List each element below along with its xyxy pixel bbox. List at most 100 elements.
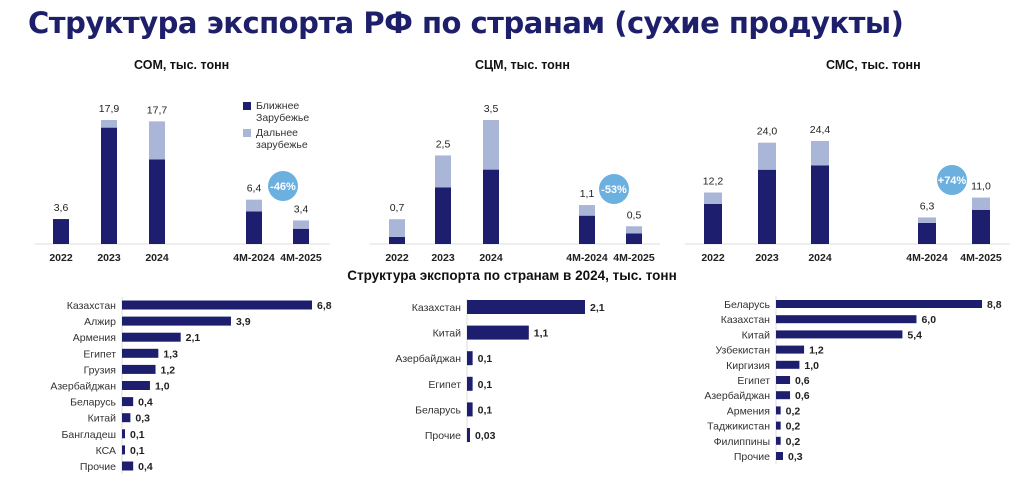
bar-near-scm-0 (389, 236, 405, 244)
bar-scm_countries-0 (467, 300, 585, 314)
bar-som_countries-5 (122, 381, 150, 390)
bar-near-som-0 (53, 219, 69, 244)
category-label-sms_countries-10: Прочие (734, 451, 770, 463)
data-label-scm-0: 0,7 (390, 202, 405, 214)
bar-scm_countries-4 (467, 402, 473, 417)
value-label-scm_countries-3: 0,1 (478, 379, 493, 391)
bar-sms_countries-6 (776, 391, 791, 400)
category-label-som_countries-1: Алжир (84, 316, 116, 328)
tick-label-som-2: 2024 (145, 252, 169, 264)
bar-scm_countries-1 (467, 325, 529, 340)
value-label-scm_countries-4: 0,1 (478, 404, 493, 416)
category-label-sms_countries-3: Узбекистан (715, 345, 770, 357)
category-label-sms_countries-2: Китай (742, 329, 771, 341)
change-badge-text-sms: +74% (938, 175, 967, 187)
bar-som_countries-7 (122, 413, 131, 423)
tick-label-scm-1: 2023 (431, 252, 455, 264)
value-label-som_countries-8: 0,1 (130, 429, 145, 441)
chart-title-som: СОМ, тыс. тонн (134, 58, 230, 72)
value-label-som_countries-1: 3,9 (236, 316, 251, 328)
bar-far-som-4 (293, 220, 309, 229)
data-label-sms-4: 11,0 (971, 181, 991, 193)
value-label-som_countries-9: 0,1 (130, 445, 145, 457)
bar-far-scm-4 (626, 226, 642, 234)
legend-item-near: Ближнее Зарубежье (243, 100, 322, 124)
category-label-sms_countries-7: Армения (727, 405, 770, 417)
value-label-som_countries-7: 0,3 (135, 413, 150, 425)
bar-scm_countries-5 (467, 428, 470, 442)
bar-som_countries-2 (122, 332, 181, 342)
category-label-sms_countries-1: Казахстан (721, 314, 770, 326)
bar-sms_countries-2 (776, 330, 903, 339)
bar-near-scm-2 (483, 169, 499, 244)
value-label-sms_countries-10: 0,3 (788, 451, 803, 463)
bar-scm_countries-3 (467, 376, 473, 391)
bar-som_countries-4 (122, 364, 156, 374)
value-label-sms_countries-5: 0,6 (795, 375, 810, 387)
category-label-som_countries-9: КСА (96, 445, 116, 457)
data-label-som-4: 3,4 (294, 203, 309, 215)
bar-near-sms-1 (758, 169, 776, 244)
category-label-sms_countries-4: Киргизия (726, 360, 770, 372)
bar-far-sms-1 (758, 142, 776, 170)
change-badge-som (268, 171, 298, 201)
value-label-sms_countries-6: 0,6 (795, 390, 810, 402)
bar-near-sms-2 (811, 165, 829, 244)
bar-sms_countries-5 (776, 376, 791, 384)
category-label-scm_countries-0: Казахстан (412, 302, 461, 314)
change-badge-sms (937, 165, 967, 195)
bar-far-som-2 (149, 121, 165, 160)
bar-far-sms-2 (811, 141, 829, 166)
value-label-som_countries-10: 0,4 (138, 461, 153, 473)
bar-sms_countries-3 (776, 345, 805, 354)
chart-legend: Ближнее Зарубежье Дальнее зарубежье (243, 100, 322, 154)
category-label-scm_countries-3: Египет (428, 379, 461, 391)
value-label-sms_countries-8: 0,2 (786, 421, 801, 433)
tick-label-scm-0: 2022 (385, 252, 409, 264)
value-label-sms_countries-2: 5,4 (907, 329, 922, 341)
change-badge-text-scm: -53% (601, 184, 627, 196)
bar-sms_countries-0 (776, 300, 982, 308)
bar-near-scm-4 (626, 233, 642, 244)
tick-label-scm-3: 4М-2024 (566, 252, 608, 264)
chart-title-sms: СМС, тыс. тонн (826, 58, 921, 72)
legend-item-far: Дальнее зарубежье (243, 127, 322, 151)
category-label-sms_countries-8: Таджикистан (707, 421, 770, 433)
bar-scm_countries-2 (467, 351, 473, 366)
category-label-som_countries-6: Беларусь (70, 397, 116, 409)
category-label-sms_countries-6: Азербайджан (704, 390, 770, 402)
tick-label-sms-2: 2024 (808, 252, 832, 264)
category-label-sms_countries-5: Египет (737, 375, 770, 387)
category-label-som_countries-10: Прочие (80, 461, 116, 473)
data-label-scm-1: 2,5 (436, 138, 451, 150)
tick-label-scm-2: 2024 (479, 252, 503, 264)
value-label-sms_countries-1: 6,0 (921, 314, 936, 326)
bar-sms_countries-8 (776, 421, 781, 430)
value-label-sms_countries-0: 8,8 (987, 299, 1002, 311)
tick-label-som-0: 2022 (49, 252, 73, 264)
bar-som_countries-3 (122, 348, 159, 358)
section-title: Структура экспорта по странам в 2024, ты… (347, 268, 677, 283)
bar-som_countries-6 (122, 397, 134, 407)
data-label-scm-2: 3,5 (484, 103, 499, 115)
tick-label-scm-4: 4М-2025 (613, 252, 655, 264)
data-label-scm-4: 0,5 (627, 209, 642, 221)
category-label-som_countries-4: Грузия (84, 364, 116, 376)
data-label-som-3: 6,4 (247, 183, 262, 195)
category-label-som_countries-8: Бангладеш (62, 429, 116, 441)
category-label-scm_countries-4: Беларусь (415, 404, 461, 416)
tick-label-som-3: 4М-2024 (233, 252, 275, 264)
bar-sms_countries-1 (776, 315, 917, 324)
data-label-sms-1: 24,0 (757, 126, 778, 138)
value-label-som_countries-4: 1,2 (161, 364, 176, 376)
category-label-som_countries-2: Армения (73, 332, 116, 344)
bar-far-scm-1 (435, 155, 451, 188)
bar-far-scm-0 (389, 219, 405, 237)
bar-sms_countries-9 (776, 436, 781, 445)
bar-near-scm-3 (579, 215, 595, 244)
data-label-som-0: 3,6 (54, 202, 69, 214)
bar-sms_countries-7 (776, 406, 781, 415)
bar-som_countries-8 (122, 429, 125, 439)
data-label-sms-0: 12,2 (703, 176, 724, 188)
bar-sms_countries-4 (776, 360, 800, 369)
